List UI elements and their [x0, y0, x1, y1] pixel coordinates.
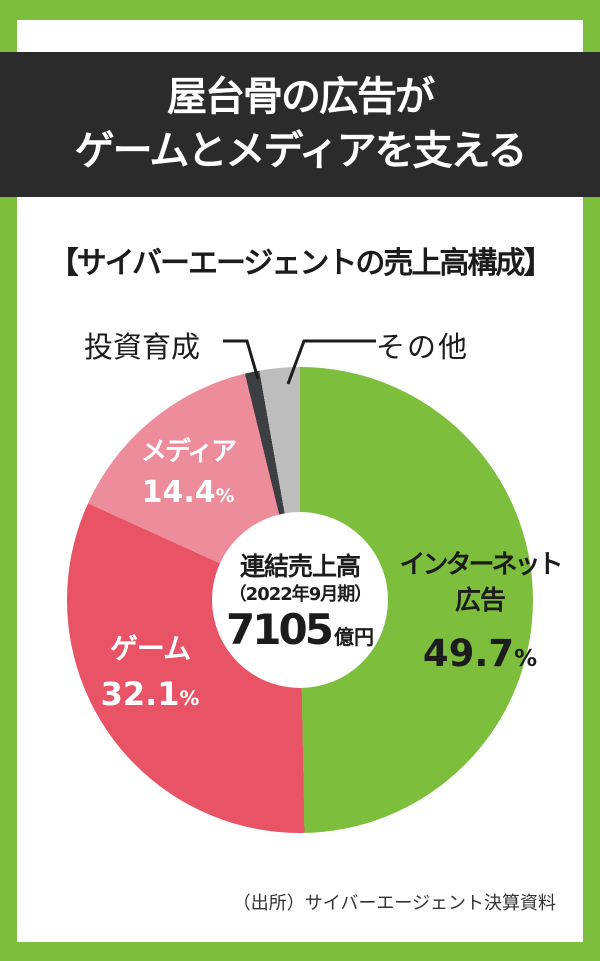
game-label: ゲーム	[109, 632, 191, 665]
source-note: （出所）サイバーエージェント決算資料	[232, 893, 556, 914]
center-label-line1: 連結売上高	[239, 552, 361, 581]
media-percent-sign: %	[215, 486, 235, 507]
internet-ad-percent: 49.7%	[390, 632, 570, 675]
header-line1: 屋台骨の広告が	[167, 74, 435, 120]
slice-label-media: メディア 14.4%	[112, 437, 264, 510]
callout-other: その他	[376, 330, 470, 364]
game-percent: 32.1%	[70, 675, 230, 713]
header-banner: 屋台骨の広告が ゲームとメディアを支える	[0, 52, 600, 197]
header-line2: ゲームとメディアを支える	[74, 128, 528, 174]
slice-label-game: ゲーム 32.1%	[70, 632, 230, 713]
media-percent-value: 14.4	[141, 475, 216, 510]
center-value: 7105 億円	[212, 609, 388, 659]
game-percent-value: 32.1	[100, 675, 180, 713]
callout-investment: 投資育成	[84, 330, 201, 364]
media-label: メディア	[140, 437, 237, 467]
internet-ad-percent-sign: %	[514, 646, 538, 672]
chart-title: 【サイバーエージェントの売上高構成】	[48, 246, 554, 281]
center-value-unit: 億円	[333, 625, 374, 649]
internet-ad-label-line2: 広告	[454, 586, 506, 616]
donut-hole: 連結売上高 （2022年9月期） 7105 億円	[212, 512, 388, 688]
internet-ad-percent-value: 49.7	[422, 632, 515, 675]
game-percent-sign: %	[179, 687, 200, 710]
center-value-number: 7105	[226, 605, 334, 654]
media-percent: 14.4%	[112, 475, 264, 510]
internet-ad-label-line1: インターネット	[399, 550, 563, 580]
center-label-line2: （2022年9月期）	[228, 584, 373, 605]
slice-label-internet-ad: インターネット 広告 49.7%	[390, 550, 570, 675]
